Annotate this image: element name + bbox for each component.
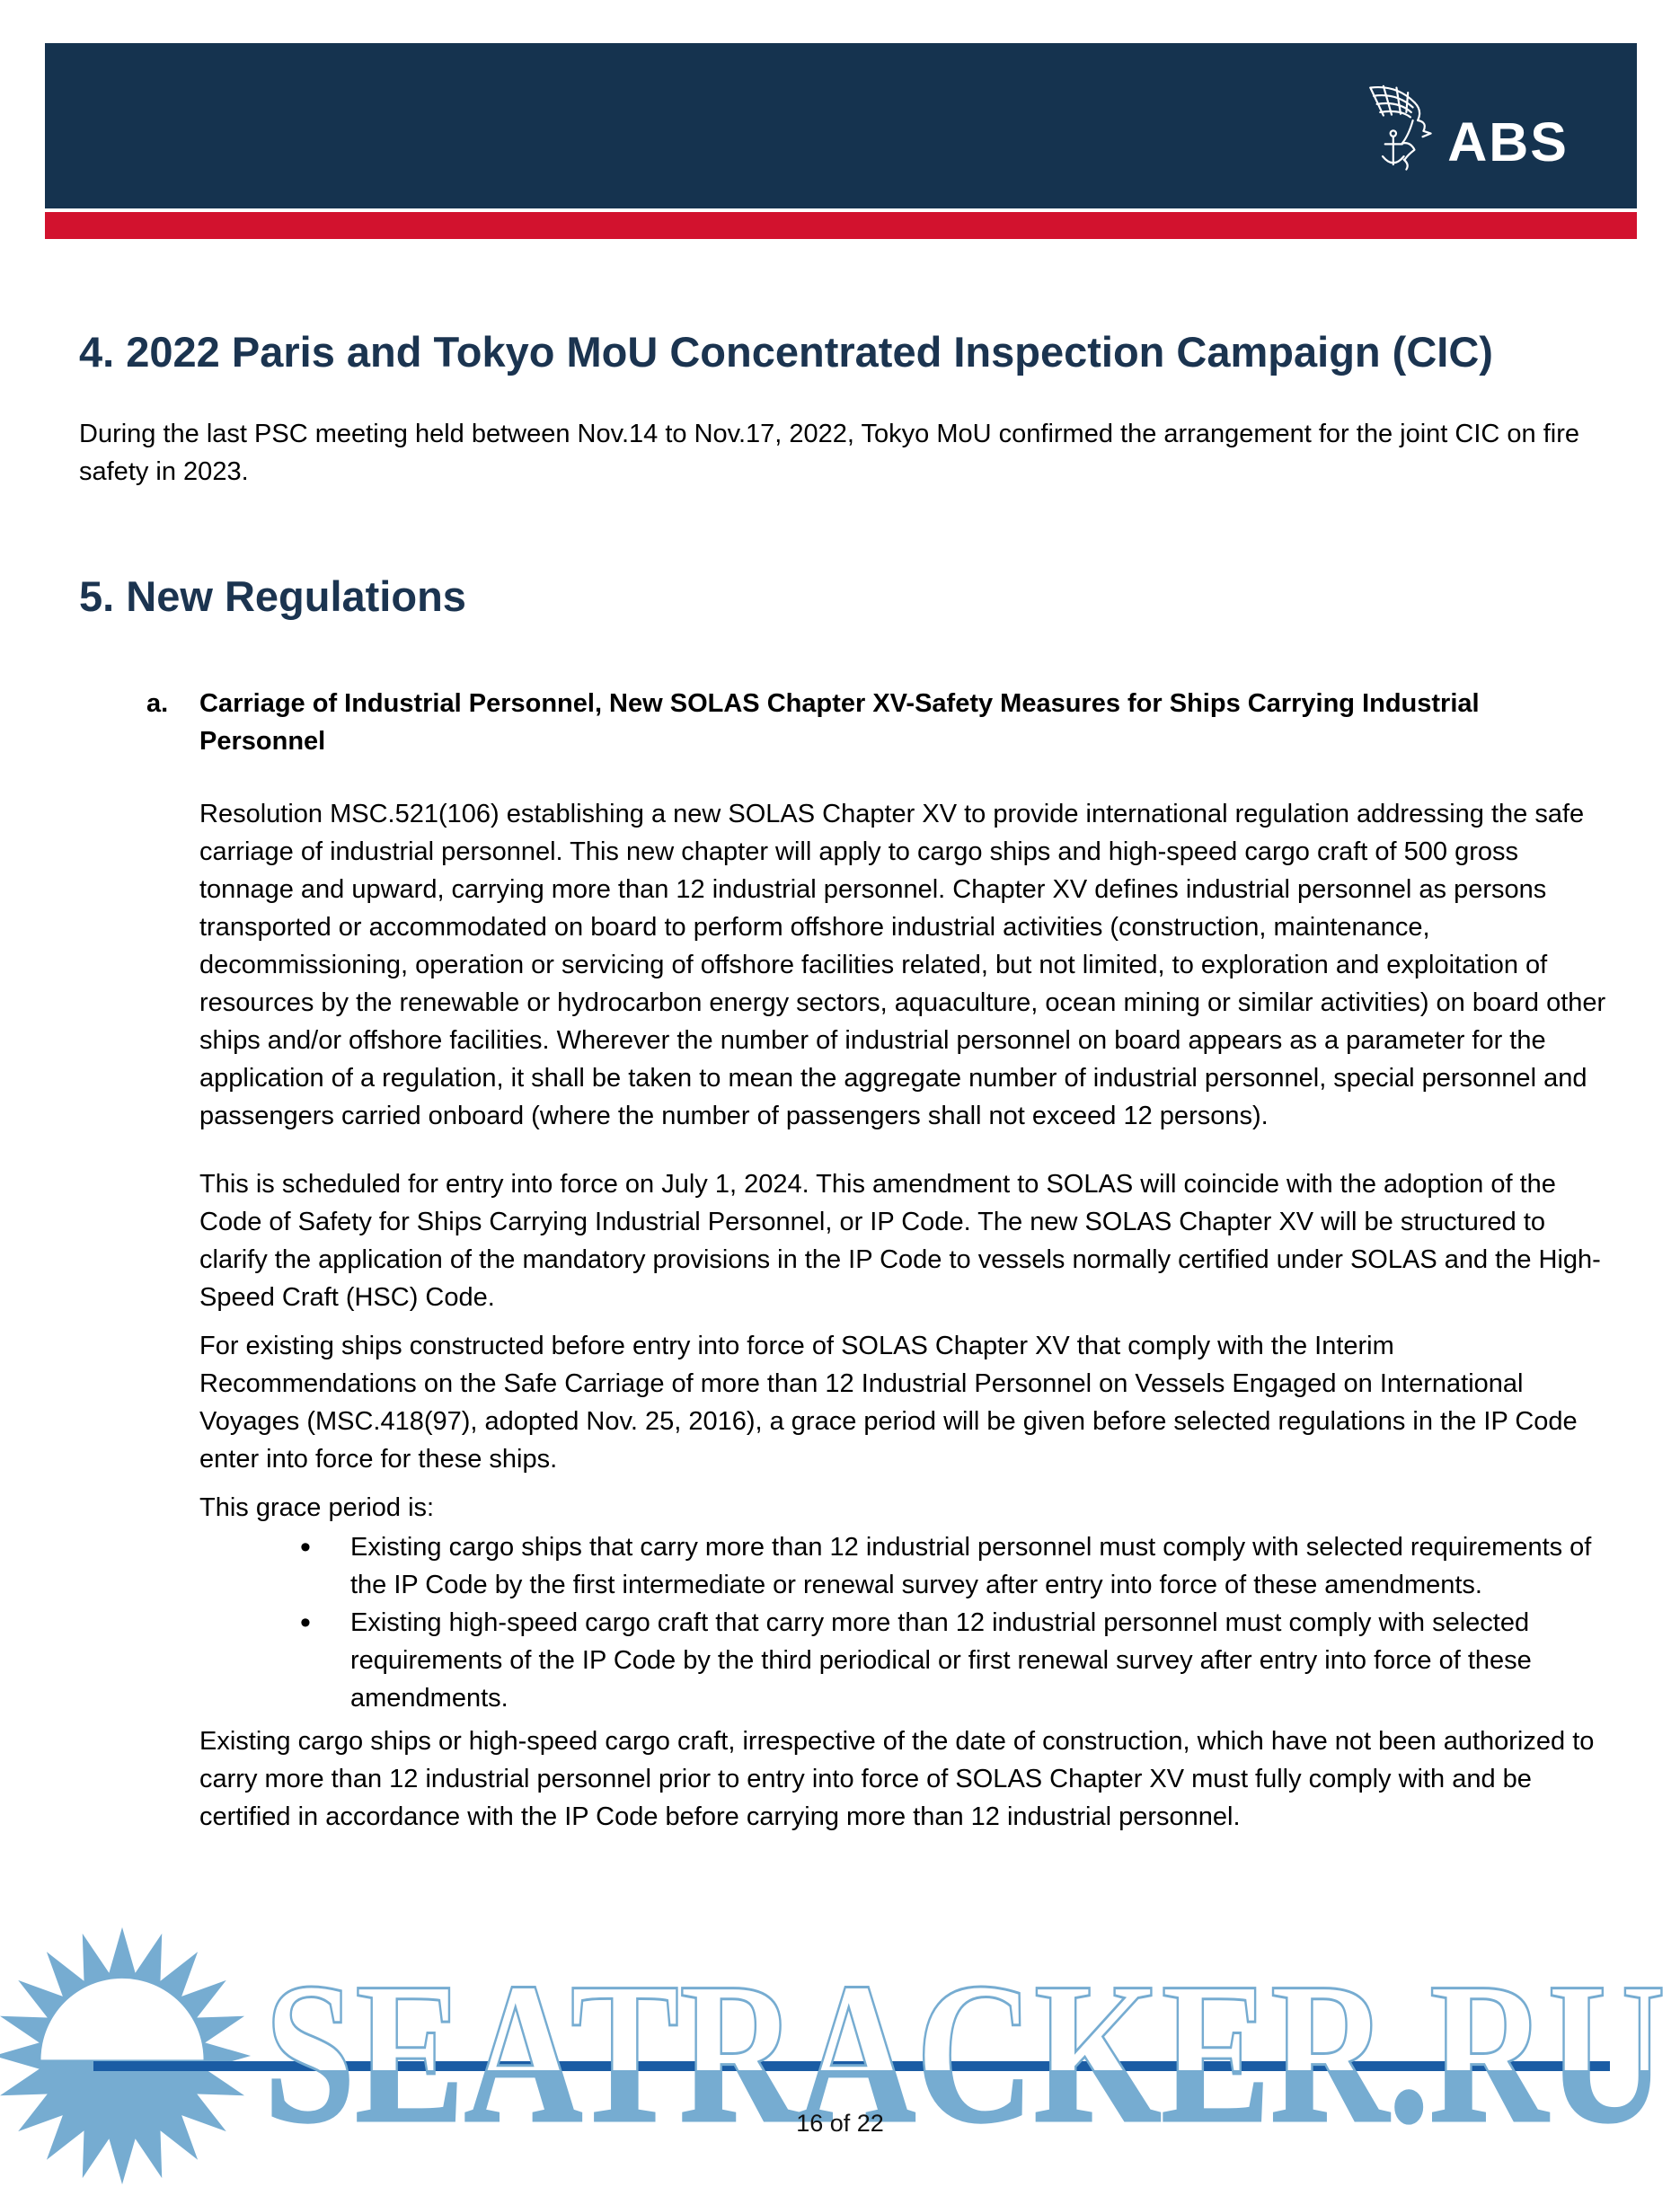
paragraph-existing-ships: For existing ships constructed before en… (199, 1332, 1578, 1474)
header-bar: ABS (45, 43, 1637, 208)
paragraph-resolution: Resolution MSC.521(106) establishing a n… (199, 800, 1606, 1130)
sun-over-water-icon (0, 1926, 252, 2185)
grace-period-list: Existing cargo ships that carry more tha… (199, 1528, 1617, 1717)
item-a-body: Resolution MSC.521(106) establishing a n… (199, 795, 1617, 1836)
watermark-horizon-line (93, 2061, 1610, 2071)
item-a-title: Carriage of Industrial Personnel, New SO… (199, 689, 1480, 756)
paragraph-entry-into-force: This is scheduled for entry into force o… (199, 1170, 1601, 1312)
abs-logo-text: ABS (1447, 111, 1569, 173)
list-item: Existing high-speed cargo craft that car… (199, 1604, 1617, 1717)
watermark: SEATRACKER.RU (263, 1939, 1667, 2166)
page-content: 4. 2022 Paris and Tokyo MoU Concentrated… (79, 239, 1605, 1836)
section-4-heading: 4. 2022 Paris and Tokyo MoU Concentrated… (79, 328, 1493, 376)
abs-eagle-anchor-icon (1369, 84, 1432, 171)
watermark-text: SEATRACKER.RU (264, 1940, 1666, 2165)
abs-logo: ABS (1354, 81, 1569, 174)
red-accent-bar (45, 212, 1637, 239)
list-item-a: a. Carriage of Industrial Personnel, New… (146, 685, 1588, 760)
page-number: 16 of 22 (796, 2110, 884, 2137)
section-4-paragraph: During the last PSC meeting held between… (79, 420, 1579, 486)
paragraph-grace-period-intro: This grace period is: (199, 1493, 435, 1522)
section-5-heading: 5. New Regulations (79, 572, 466, 620)
list-item: Existing cargo ships that carry more tha… (199, 1528, 1617, 1604)
item-a-label: a. (146, 689, 169, 718)
paragraph-final: Existing cargo ships or high-speed cargo… (199, 1727, 1595, 1831)
